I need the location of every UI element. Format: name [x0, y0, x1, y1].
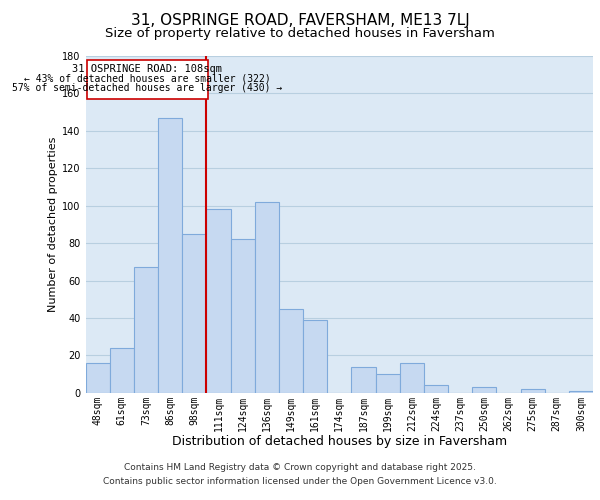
- FancyBboxPatch shape: [87, 60, 208, 99]
- Bar: [472, 387, 496, 393]
- Text: ← 43% of detached houses are smaller (322): ← 43% of detached houses are smaller (32…: [24, 74, 271, 84]
- Bar: [424, 386, 448, 393]
- Bar: [158, 118, 182, 393]
- Text: 31 OSPRINGE ROAD: 108sqm: 31 OSPRINGE ROAD: 108sqm: [72, 64, 222, 74]
- Text: 57% of semi-detached houses are larger (430) →: 57% of semi-detached houses are larger (…: [12, 83, 283, 93]
- X-axis label: Distribution of detached houses by size in Faversham: Distribution of detached houses by size …: [172, 435, 507, 448]
- Text: 31, OSPRINGE ROAD, FAVERSHAM, ME13 7LJ: 31, OSPRINGE ROAD, FAVERSHAM, ME13 7LJ: [131, 12, 469, 28]
- Bar: [376, 374, 400, 393]
- Bar: [182, 234, 206, 393]
- Bar: [303, 320, 327, 393]
- Bar: [279, 308, 303, 393]
- Text: Size of property relative to detached houses in Faversham: Size of property relative to detached ho…: [105, 28, 495, 40]
- Bar: [86, 363, 110, 393]
- Bar: [400, 363, 424, 393]
- Text: Contains HM Land Registry data © Crown copyright and database right 2025.: Contains HM Land Registry data © Crown c…: [124, 464, 476, 472]
- Text: Contains public sector information licensed under the Open Government Licence v3: Contains public sector information licen…: [103, 477, 497, 486]
- Bar: [206, 210, 230, 393]
- Y-axis label: Number of detached properties: Number of detached properties: [48, 136, 58, 312]
- Bar: [134, 268, 158, 393]
- Bar: [230, 240, 255, 393]
- Bar: [521, 389, 545, 393]
- Bar: [569, 391, 593, 393]
- Bar: [352, 366, 376, 393]
- Bar: [255, 202, 279, 393]
- Bar: [110, 348, 134, 393]
